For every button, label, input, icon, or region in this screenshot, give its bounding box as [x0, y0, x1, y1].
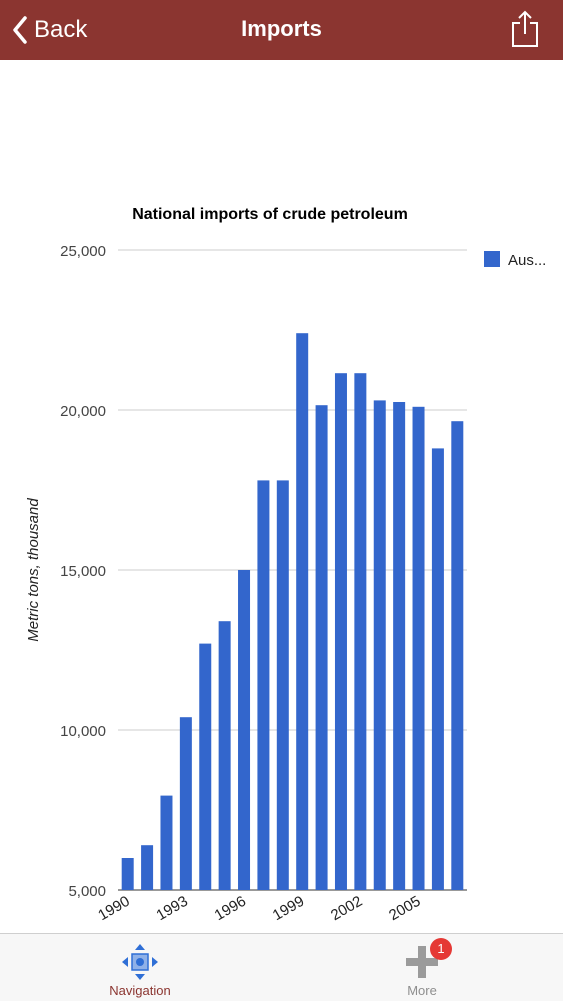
- tab-navigation-label: Navigation: [109, 983, 171, 998]
- y-tick-label: 15,000: [60, 563, 106, 580]
- bar-2002[interactable]: [354, 373, 367, 890]
- bar-2001[interactable]: [334, 373, 347, 890]
- x-tick-label: 1996: [212, 893, 249, 924]
- top-navigation-bar: Back Imports: [0, 0, 563, 60]
- bar-2005[interactable]: [412, 406, 425, 890]
- bar-1994[interactable]: [199, 643, 212, 890]
- x-tick-label: 1993: [153, 893, 190, 924]
- bar-2007[interactable]: [451, 421, 464, 890]
- y-tick-label: 10,000: [60, 723, 106, 740]
- bar-chart: National imports of crude petroleum Metr…: [25, 206, 546, 924]
- chart-title: National imports of crude petroleum: [132, 206, 408, 223]
- x-tick-label: 2002: [328, 893, 365, 924]
- bar-2004[interactable]: [393, 402, 406, 890]
- bar-1990[interactable]: [121, 858, 134, 890]
- chevron-left-icon: [13, 16, 27, 44]
- bar-1993[interactable]: [179, 717, 192, 890]
- tab-more[interactable]: 1 More: [362, 934, 482, 1001]
- bar-1999[interactable]: [296, 333, 309, 890]
- bar-2003[interactable]: [373, 400, 386, 890]
- tab-more-label: More: [407, 983, 437, 998]
- bar-1991[interactable]: [141, 845, 154, 890]
- page-title: Imports: [241, 16, 322, 41]
- tab-navigation[interactable]: Navigation: [80, 934, 200, 1001]
- x-tick-label: 1999: [270, 893, 307, 924]
- legend-label: Aus...: [508, 252, 546, 269]
- bar-1997[interactable]: [257, 480, 270, 890]
- y-axis-title: Metric tons, thousand: [25, 498, 42, 642]
- legend-swatch: [484, 251, 500, 267]
- bar-1998[interactable]: [276, 480, 289, 890]
- x-tick-label: 2005: [386, 893, 423, 924]
- y-tick-label: 5,000: [68, 883, 106, 900]
- share-icon: [512, 10, 538, 47]
- bottom-tab-bar: Navigation 1 More: [0, 933, 563, 1001]
- bar-2000[interactable]: [315, 405, 328, 890]
- bar-1995[interactable]: [218, 621, 231, 890]
- plus-icon: [406, 946, 438, 978]
- share-button[interactable]: [509, 10, 541, 48]
- navigation-arrows-icon: [122, 944, 158, 980]
- bar-1992[interactable]: [160, 795, 173, 890]
- back-label: Back: [34, 16, 88, 43]
- bar-1996[interactable]: [238, 570, 251, 890]
- y-tick-label: 25,000: [60, 243, 106, 260]
- notification-badge: 1: [430, 938, 452, 960]
- y-tick-label: 20,000: [60, 403, 106, 420]
- bar-2006[interactable]: [431, 448, 444, 890]
- back-button[interactable]: Back: [12, 12, 87, 48]
